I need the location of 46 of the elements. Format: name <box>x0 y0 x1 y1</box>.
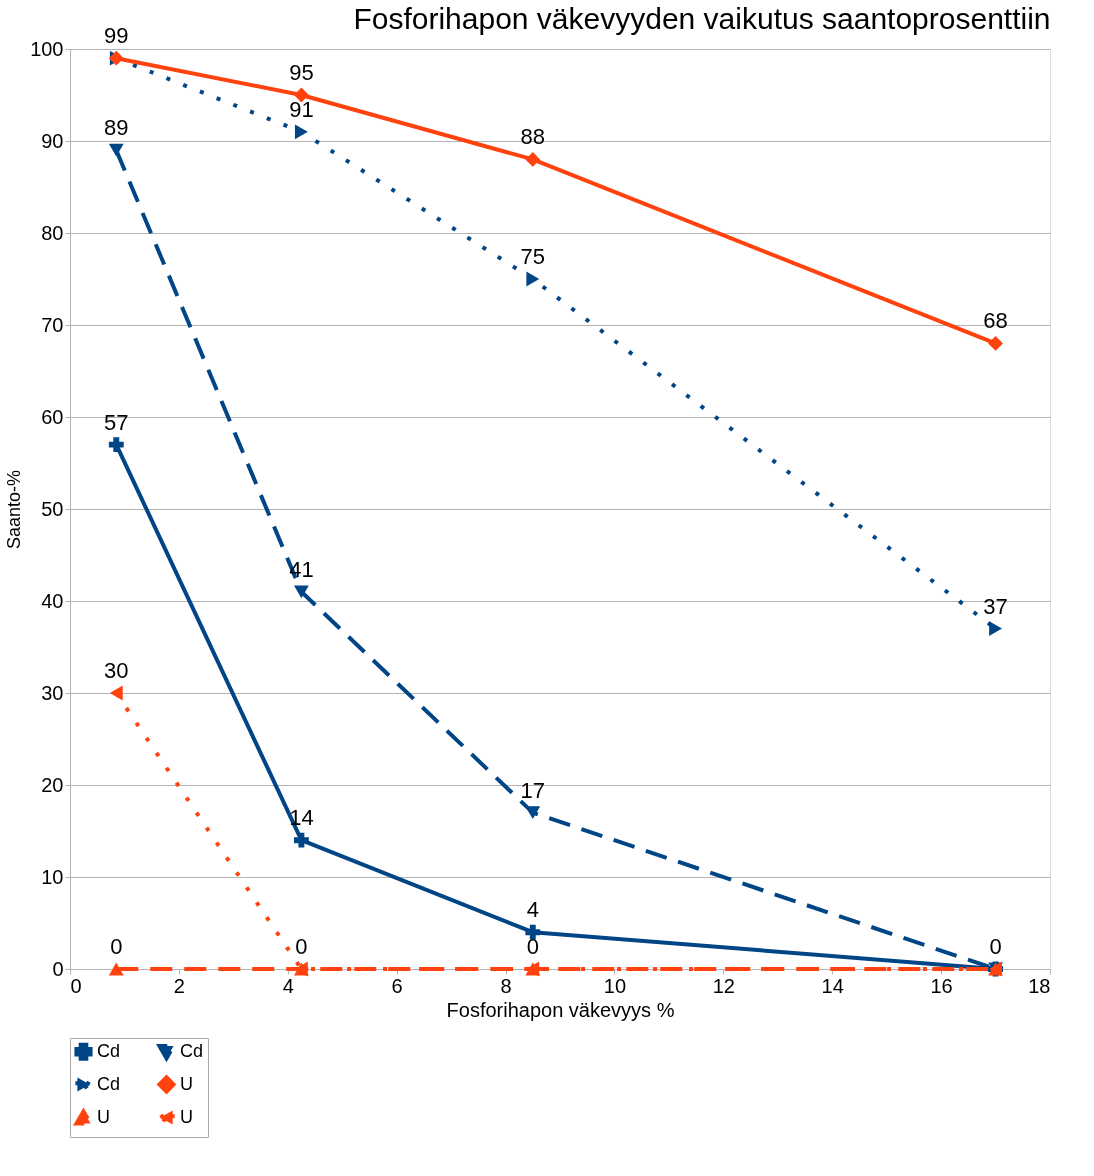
data-label: 37 <box>983 593 1008 619</box>
legend-label: U <box>180 1106 193 1127</box>
data-label: 0 <box>526 934 539 959</box>
x-tick-label: 12 <box>712 974 735 997</box>
y-tick-label: 0 <box>52 957 64 980</box>
x-tick-label: 14 <box>821 974 844 997</box>
legend-label: Cd <box>97 1040 121 1061</box>
data-label: 0 <box>295 934 308 959</box>
x-tick-label: 18 <box>1028 974 1051 997</box>
x-tick-label: 10 <box>603 974 627 997</box>
x-tick-label: 16 <box>930 974 953 997</box>
y-tick-label: 50 <box>41 497 64 520</box>
x-axis-title: Fosforihapon väkevyys % <box>446 998 675 1021</box>
data-label: 17 <box>520 777 546 803</box>
y-tick-label: 100 <box>30 37 64 60</box>
data-label: 4 <box>526 897 539 923</box>
y-tick-label: 70 <box>41 313 64 336</box>
data-label: 88 <box>520 124 546 150</box>
y-axis-title: Saanto-% <box>4 469 25 550</box>
data-label: 75 <box>520 244 546 269</box>
y-tick-label: 60 <box>41 405 64 428</box>
x-tick-label: 4 <box>282 974 294 997</box>
legend-label: U <box>180 1073 193 1094</box>
y-tick-label: 80 <box>41 221 64 244</box>
data-label: 89 <box>104 115 129 141</box>
y-tick-label: 10 <box>41 865 64 888</box>
legend-label: U <box>97 1106 110 1127</box>
data-label: 68 <box>983 308 1008 334</box>
y-tick-label: 30 <box>41 681 64 704</box>
x-tick-label: 2 <box>173 974 185 997</box>
data-label: 57 <box>104 409 129 435</box>
data-label: 99 <box>104 23 129 49</box>
data-label: 95 <box>289 60 314 85</box>
chart-title: Fosforihapon väkevyyden vaikutus saantoprosenttiin <box>353 2 1051 36</box>
legend-label: Cd <box>97 1073 121 1094</box>
y-tick-label: 40 <box>41 589 64 612</box>
data-label: 30 <box>104 658 129 683</box>
x-tick-label: 6 <box>391 974 403 997</box>
data-label: 0 <box>110 934 123 959</box>
x-tick-label: 8 <box>500 974 512 997</box>
data-label: 91 <box>289 96 314 122</box>
x-tick-label: 0 <box>70 974 82 997</box>
y-tick-label: 90 <box>41 129 64 152</box>
y-tick-label: 20 <box>41 773 64 796</box>
data-label: 0 <box>989 934 1002 959</box>
legend-label: Cd <box>180 1041 204 1062</box>
